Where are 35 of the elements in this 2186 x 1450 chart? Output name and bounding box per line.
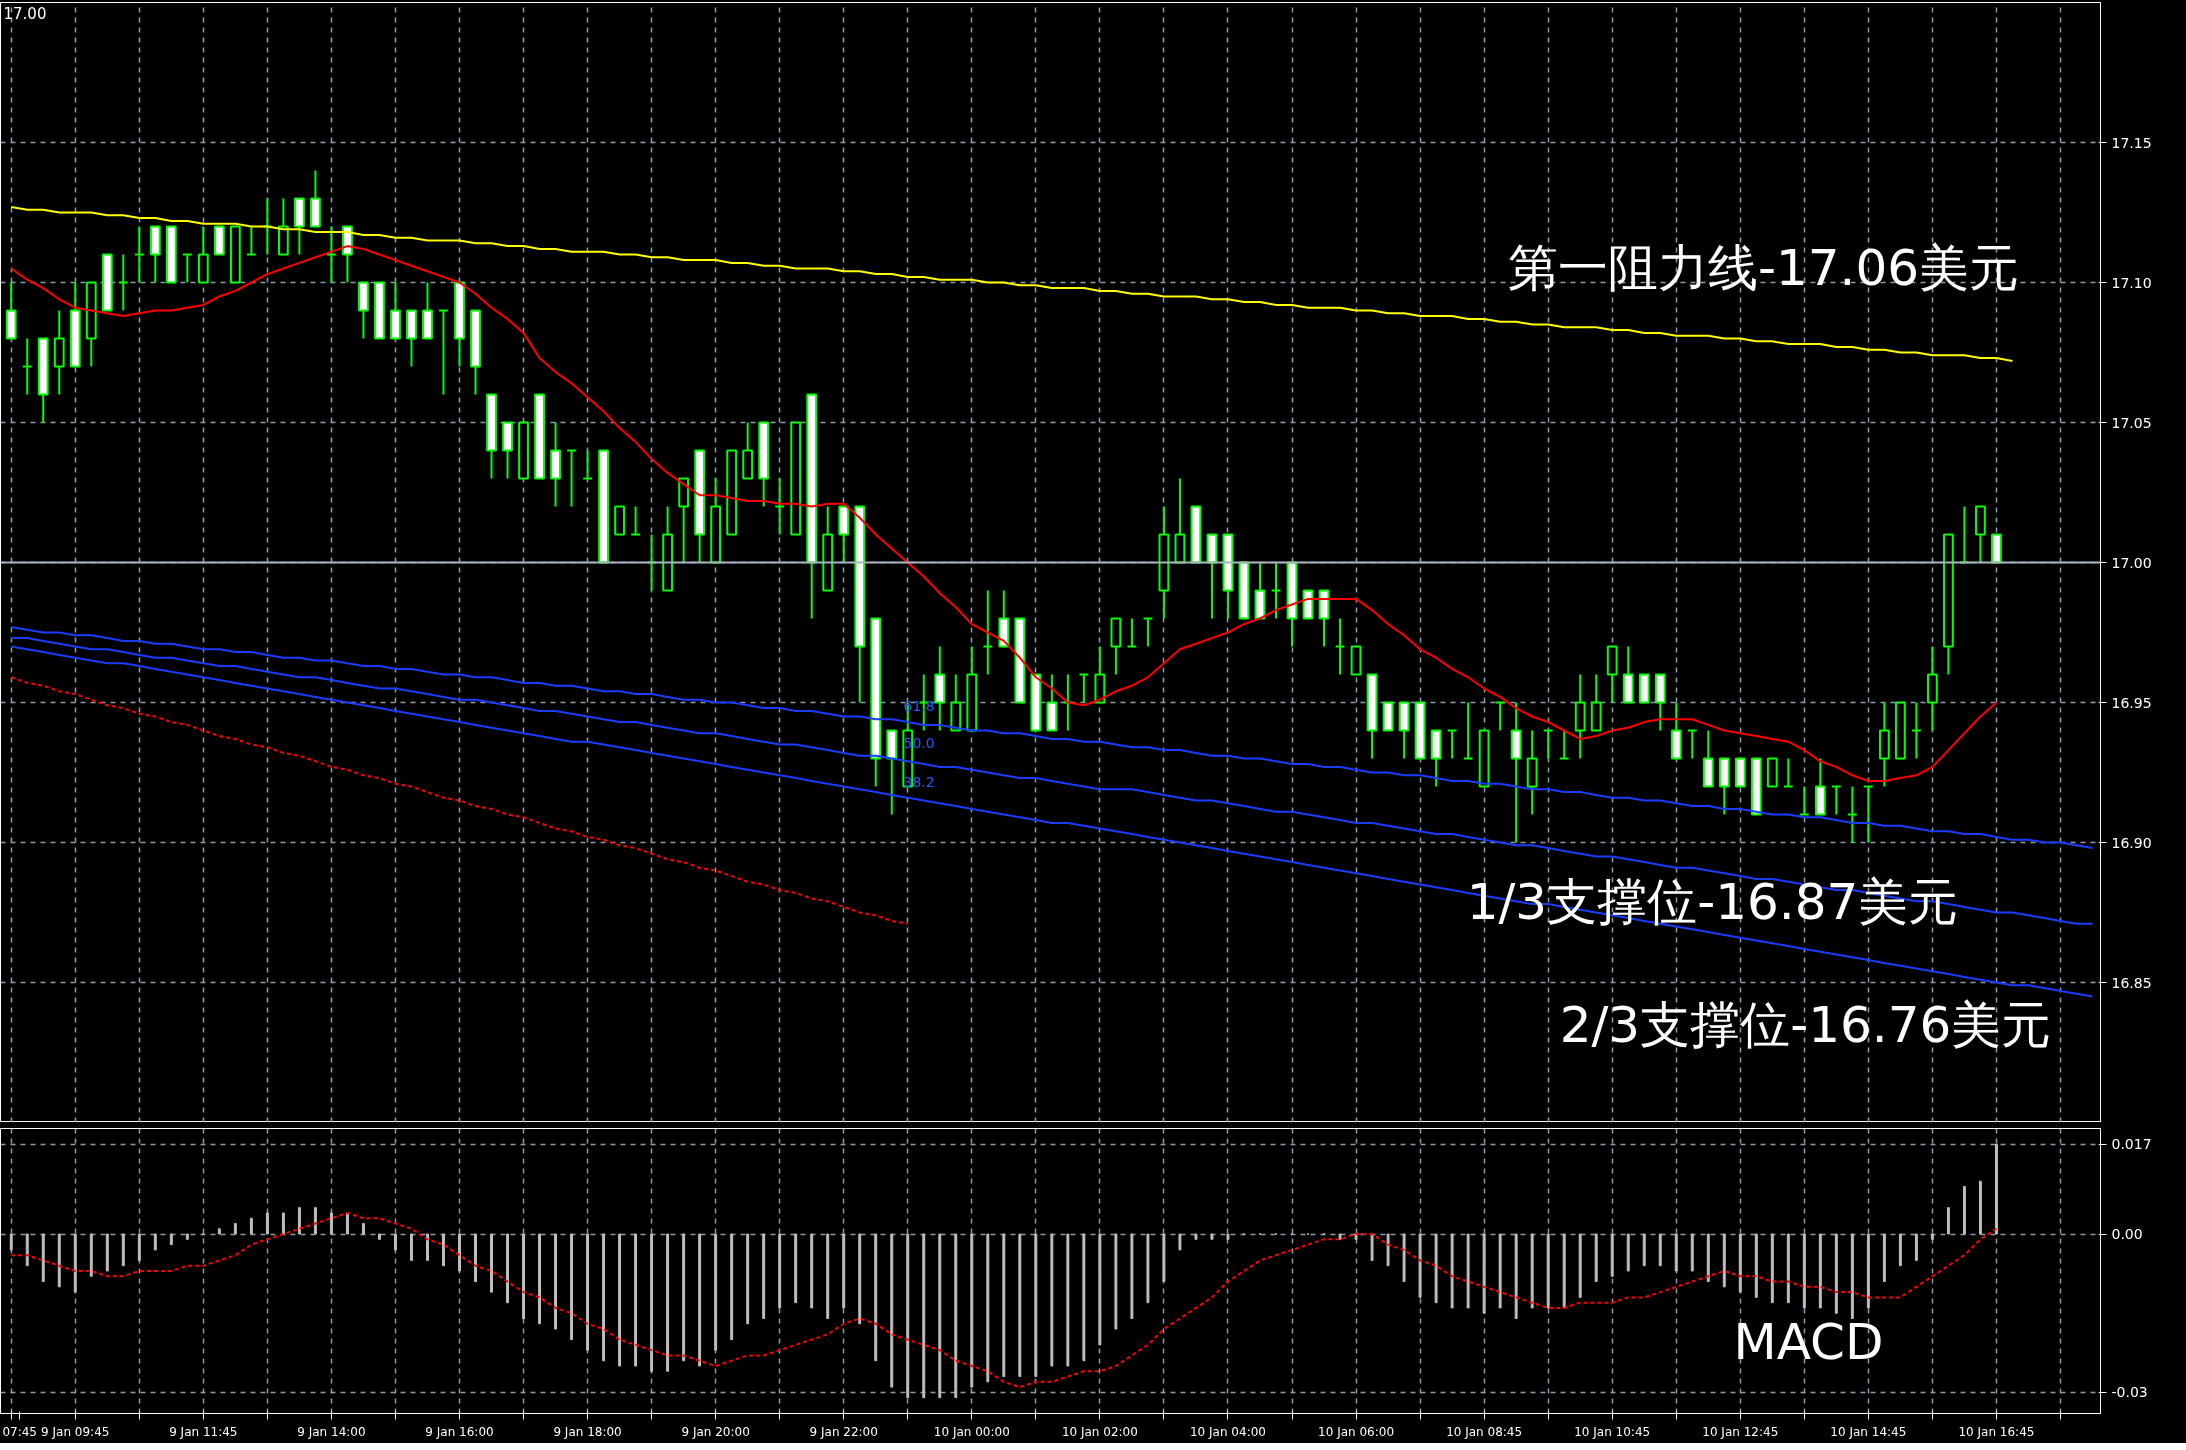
y-tick-label: 17.05	[2111, 414, 2152, 431]
y-tick-label: 0.017	[2111, 1136, 2152, 1153]
x-tick-label: 9 Jan 11:45	[169, 1424, 238, 1439]
x-tick-label: 9 Jan 14:00	[297, 1424, 366, 1439]
y-tick-label: 0.00	[2111, 1226, 2143, 1243]
y-tick-label: 16.95	[2111, 694, 2152, 711]
annotation: 2/3支撑位-16.76美元	[1559, 995, 2052, 1054]
y-tick-label: 17.15	[2111, 134, 2152, 151]
x-tick-label: 10 Jan 06:00	[1318, 1424, 1395, 1439]
y-tick-label: -0.03	[2111, 1384, 2148, 1401]
x-tick-label: 10 Jan 02:00	[1061, 1424, 1138, 1439]
x-tick-label: 10 Jan 10:45	[1574, 1424, 1651, 1439]
annotation: 17.00	[3, 4, 47, 23]
line-series	[10, 1211, 1998, 1389]
y-tick-label: 17.10	[2111, 274, 2152, 291]
x-tick-label: 10 Jan 12:45	[1702, 1424, 1779, 1439]
x-tick-label: 10 Jan 08:45	[1446, 1424, 1523, 1439]
line-series	[10, 645, 2094, 998]
x-tick-label: 9 Jan 20:00	[681, 1424, 750, 1439]
text: 07:45	[2, 1424, 38, 1439]
x-tick-label: 10 Jan 04:00	[1189, 1424, 1266, 1439]
line-series	[10, 637, 2094, 925]
line-series	[10, 625, 2094, 850]
y-tick-label: 16.90	[2111, 834, 2152, 851]
x-tick-label: 10 Jan 14:45	[1830, 1424, 1907, 1439]
x-tick-label: 10 Jan 00:00	[933, 1424, 1010, 1439]
annotation: 第一阻力线-17.06美元	[1507, 238, 2020, 297]
x-tick-label: 9 Jan 18:00	[553, 1424, 622, 1439]
x-tick-label: 10 Jan 16:45	[1958, 1424, 2035, 1439]
x-tick-label: 9 Jan 16:00	[425, 1424, 494, 1439]
y-tick-label: 17.00	[2111, 554, 2152, 571]
x-tick-label: 9 Jan 09:45	[41, 1424, 110, 1439]
y-tick-label: 16.85	[2111, 974, 2152, 991]
annotation: MACD	[1733, 1312, 1884, 1371]
x-tick-label: 9 Jan 22:00	[809, 1424, 878, 1439]
